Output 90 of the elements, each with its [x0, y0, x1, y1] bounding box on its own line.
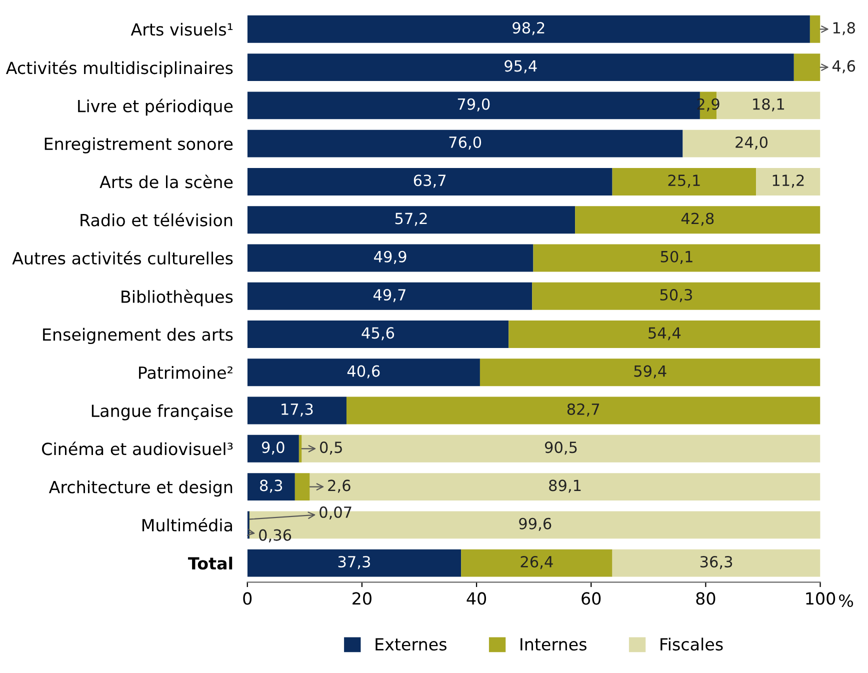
bar — [682, 130, 820, 158]
y-tick-label: Arts visuels¹ — [130, 22, 233, 36]
bar — [247, 206, 576, 234]
y-tick-label: Architecture et design — [48, 480, 232, 497]
bar — [247, 434, 299, 462]
bar — [480, 358, 820, 386]
y-tick-label: Bibliothèques — [122, 289, 233, 306]
data-label: 98,2 — [512, 22, 544, 36]
data-label: 49,9 — [374, 250, 406, 264]
bar — [247, 396, 346, 424]
y-tick-label: Total — [188, 556, 232, 570]
data-label: 40,6 — [347, 365, 380, 378]
bar — [612, 168, 756, 196]
y-tick-label: Multimédia — [142, 518, 232, 532]
x-tick-label: 20 — [352, 592, 372, 605]
bar — [532, 282, 820, 310]
x-tick-label: 40 — [466, 592, 486, 605]
data-label: 57,2 — [395, 212, 427, 226]
y-tick-label: Enregistrement sonore — [44, 137, 233, 154]
data-label: 2,6 — [328, 480, 350, 493]
y-tick-label: Langue française — [92, 404, 233, 420]
data-label: 63,7 — [414, 174, 446, 188]
data-label: 37,3 — [338, 556, 370, 570]
bar — [247, 130, 683, 158]
data-label: 26,4 — [520, 556, 553, 570]
bar — [247, 168, 612, 196]
data-label: 42,8 — [681, 212, 714, 226]
bar — [346, 396, 820, 424]
data-label: 50,1 — [660, 250, 692, 264]
bar — [461, 549, 612, 577]
bar — [247, 473, 295, 501]
bar — [794, 54, 820, 82]
data-label: 99,6 — [519, 518, 552, 531]
data-label: 82,7 — [567, 403, 600, 417]
y-tick-label: Enseignement des arts — [43, 328, 233, 344]
bar — [310, 473, 820, 501]
data-label: 36,3 — [700, 556, 732, 570]
bar — [247, 358, 480, 386]
data-label: 0,07 — [320, 506, 352, 520]
data-label: 89,1 — [549, 480, 581, 493]
data-label: 9,0 — [262, 442, 284, 455]
y-tick-label: Arts de la scène — [100, 174, 233, 188]
bar — [247, 282, 532, 310]
x-tick-label: 80 — [696, 592, 716, 605]
bar — [810, 15, 820, 43]
data-label: 76,0 — [449, 136, 482, 150]
y-tick-label: Radio et télévision — [80, 212, 232, 226]
y-tick-label: Activités multidisciplinaires — [6, 60, 233, 78]
x-tick-label: 100 — [806, 592, 836, 605]
bar — [575, 206, 820, 234]
legend-label: Internes — [520, 638, 586, 651]
data-label: 24,0 — [736, 136, 768, 150]
data-label: 45,6 — [362, 327, 394, 340]
y-tick-label: Autres activités culturelles — [12, 250, 233, 265]
data-label: 90,5 — [544, 442, 577, 455]
x-tick-label: 0 — [243, 592, 252, 605]
data-label: 79,0 — [458, 98, 490, 112]
bar — [612, 549, 820, 577]
legend-label: Externes — [376, 638, 446, 651]
bar — [247, 15, 810, 43]
data-label: 49,7 — [373, 288, 406, 302]
bar — [247, 54, 794, 82]
bar — [756, 168, 820, 196]
bar — [298, 434, 302, 462]
bar — [508, 320, 820, 348]
data-label: 1,8 — [833, 22, 855, 36]
data-label: 0,36 — [259, 529, 292, 542]
data-label: 95,4 — [504, 60, 537, 74]
data-label: 54,4 — [648, 327, 681, 340]
y-tick-label: Livre et périodique — [78, 98, 233, 116]
bar — [302, 434, 820, 462]
bar — [247, 549, 462, 577]
data-label: 0,5 — [320, 442, 342, 455]
legend-label: Fiscales — [660, 638, 723, 651]
data-label: 4,6 — [832, 60, 856, 74]
bar — [247, 244, 534, 272]
bar — [247, 320, 509, 348]
y-tick-label: Cinéma et audiovisuel³ — [42, 442, 233, 456]
y-tick-label: Patrimoine² — [139, 366, 232, 379]
bar — [533, 244, 820, 272]
data-label: 17,3 — [282, 403, 313, 417]
data-label: 59,4 — [634, 365, 666, 378]
data-label: 8,3 — [260, 480, 282, 493]
data-label: 11,2 — [772, 174, 804, 188]
bar — [294, 473, 310, 501]
data-label: 25,1 — [668, 174, 700, 188]
data-label: 50,3 — [660, 288, 692, 302]
x-axis-title: % — [839, 594, 854, 608]
x-tick-label: 60 — [582, 592, 601, 605]
data-label: 18,1 — [753, 98, 784, 112]
